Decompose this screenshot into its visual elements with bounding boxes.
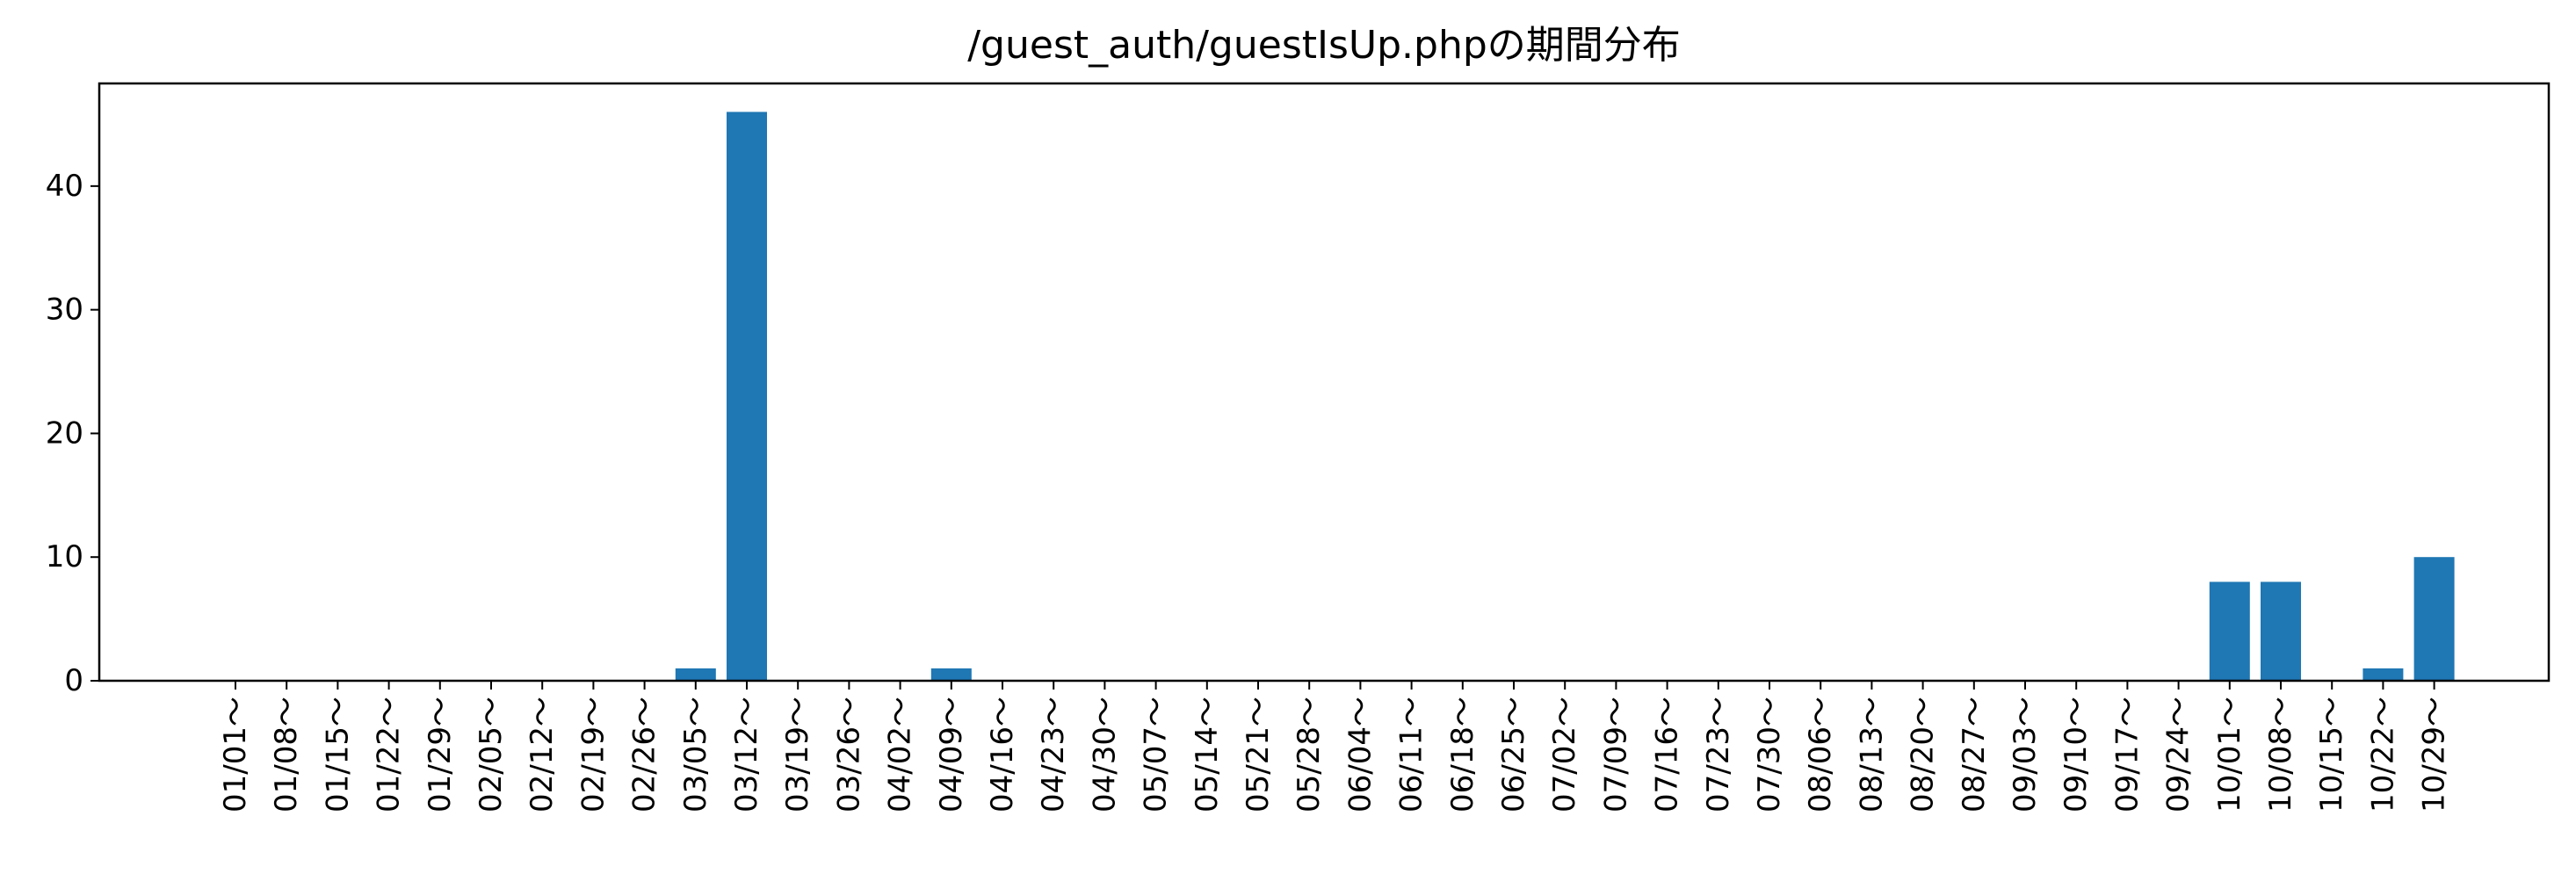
plot-frame [98,82,2551,683]
x-tick-label: 06/25～ [1496,697,1531,813]
x-tick-label: 03/05～ [678,697,713,813]
x-tick-label: 08/20～ [1906,697,1941,813]
x-tick-label: 07/23～ [1701,697,1736,813]
bar-10/08～ [2261,581,2301,681]
x-tick-label: 05/28～ [1292,697,1327,813]
x-tick-label: 03/12～ [729,697,764,813]
x-tick-label: 01/22～ [372,697,407,813]
x-tick-label: 02/05～ [474,697,509,813]
x-tick-label: 01/08～ [269,697,304,813]
x-tick-label: 08/13～ [1854,697,1889,813]
x-tick-label: 08/27～ [1957,697,1992,813]
x-tick-label: 03/19～ [780,697,815,813]
x-tick-label: 10/15～ [2314,697,2349,813]
chart-title: /guest_auth/guestIsUp.phpの期間分布 [967,23,1681,68]
bar-10/29～ [2413,557,2455,681]
x-tick-label: 02/19～ [575,697,611,813]
x-tick-label: 04/30～ [1087,697,1122,813]
x-tick-label: 10/01～ [2212,697,2247,813]
x-tick-label: 01/01～ [218,697,253,813]
x-tick-label: 08/06～ [1803,697,1838,813]
bars [675,112,2455,681]
y-axis: 0 10 20 30 40 [46,169,99,698]
x-tick-label: 09/10～ [2059,697,2094,813]
x-tick-label: 03/26～ [831,697,866,813]
bar-10/01～ [2209,581,2250,681]
y-tick-label: 30 [46,293,83,328]
y-tick-label: 0 [64,663,83,698]
x-tick-label: 04/09～ [934,697,969,813]
x-tick-label: 02/12～ [525,697,560,813]
x-tick-label: 04/23～ [1036,697,1071,813]
bar-10/22～ [2363,668,2404,681]
x-tick-label: 09/24～ [2161,697,2196,813]
x-tick-label: 07/30～ [1752,697,1787,813]
x-tick-label: 09/17～ [2109,697,2145,813]
x-axis: 01/01～ 01/08～ 01/15～ 01/22～ 01/29～ 02/05～ 02/1… [218,681,2452,813]
x-tick-label: 10/08～ [2263,697,2298,813]
x-tick-label: 10/29～ [2417,697,2452,813]
x-tick-label: 09/03～ [2008,697,2043,813]
x-tick-label: 10/22～ [2365,697,2400,813]
y-tick-label: 10 [46,539,83,574]
bar-03/12～ [727,112,767,681]
bar-03/05～ [675,668,716,681]
bar-04/09～ [930,668,972,681]
x-tick-label: 01/29～ [423,697,458,813]
x-tick-label: 04/02～ [883,697,918,813]
x-tick-label: 05/14～ [1190,697,1225,813]
x-tick-label: 01/15～ [320,697,355,813]
x-tick-label: 04/16～ [985,697,1020,813]
x-tick-label: 06/04～ [1342,697,1378,813]
y-tick-label: 20 [46,415,83,451]
y-tick-label: 40 [46,169,83,204]
x-tick-label: 06/11～ [1394,697,1429,813]
x-tick-label: 05/07～ [1139,697,1174,813]
x-tick-label: 07/09～ [1598,697,1633,813]
x-tick-label: 02/26～ [627,697,662,813]
x-tick-label: 06/18～ [1445,697,1480,813]
x-tick-label: 05/21～ [1241,697,1276,813]
x-tick-label: 07/16～ [1650,697,1685,813]
x-tick-label: 07/02～ [1547,697,1582,813]
